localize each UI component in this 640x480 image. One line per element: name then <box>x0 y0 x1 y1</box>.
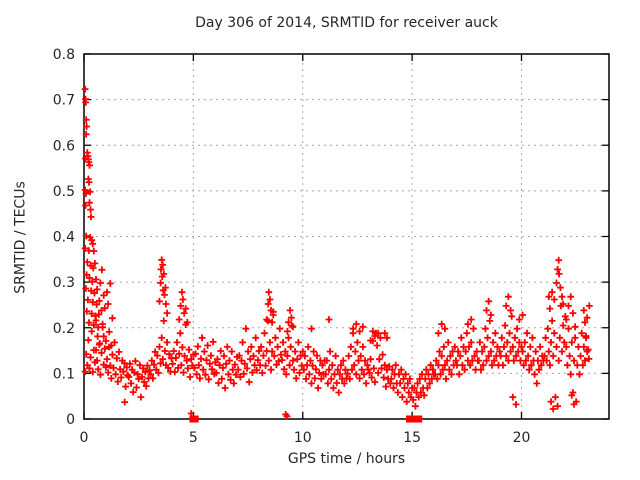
x-tick-label: 0 <box>80 430 89 446</box>
zero-value-marker <box>411 415 419 423</box>
x-tick-label: 20 <box>513 430 531 446</box>
zero-value-marker <box>415 415 423 423</box>
y-tick-label: 0.6 <box>53 138 75 154</box>
y-tick-label: 0.4 <box>53 230 75 246</box>
x-tick-label: 10 <box>294 430 312 446</box>
chart-title: Day 306 of 2014, SRMTID for receiver auc… <box>195 15 498 31</box>
data-points <box>81 85 593 420</box>
grid-lines <box>84 54 609 419</box>
y-tick-label: 0.7 <box>53 93 75 109</box>
y-tick-label: 0.2 <box>53 321 75 337</box>
x-axis-label: GPS time / hours <box>287 451 406 467</box>
y-tick-label: 0.5 <box>53 184 75 200</box>
y-tick-label: 0 <box>66 412 75 428</box>
y-tick-label: 0.1 <box>53 366 75 382</box>
x-tick-label: 5 <box>189 430 198 446</box>
y-tick-label: 0.8 <box>53 47 75 63</box>
zero-value-marker <box>191 415 199 423</box>
y-tick-label: 0.3 <box>53 275 75 291</box>
x-tick-label: 15 <box>403 430 421 446</box>
